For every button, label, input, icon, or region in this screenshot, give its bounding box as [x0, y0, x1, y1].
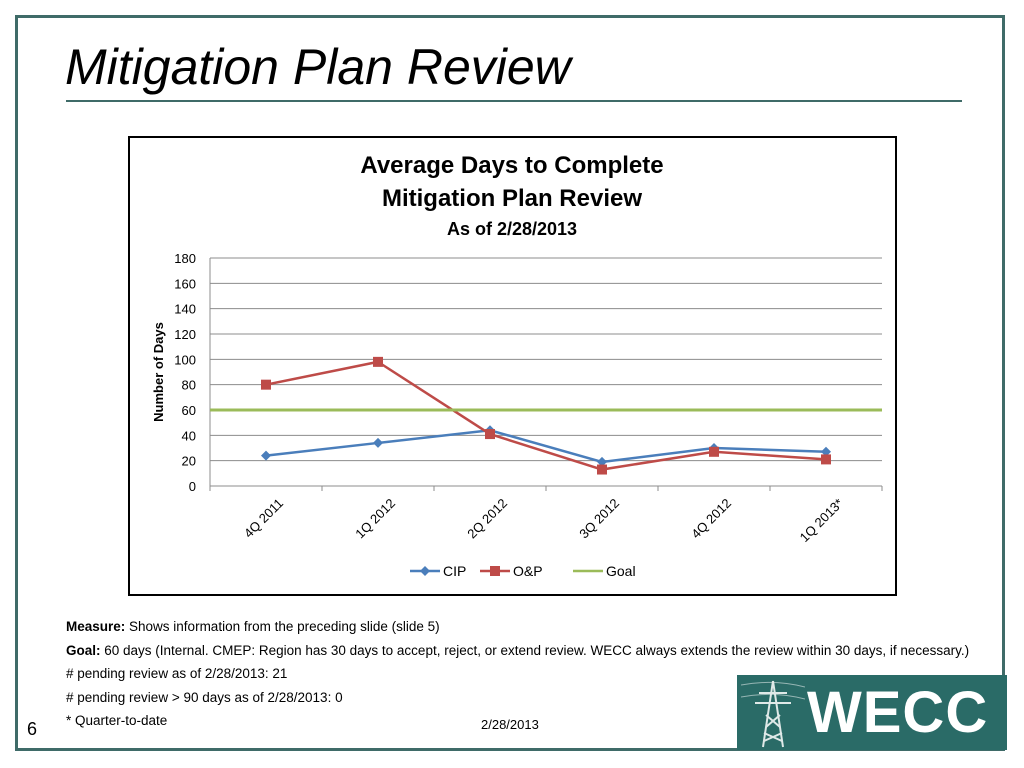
data-point-cip — [597, 456, 607, 467]
x-tick-label: 3Q 2012 — [576, 496, 622, 542]
data-point-o-p — [709, 446, 719, 457]
goal-label: Goal: — [66, 642, 101, 658]
y-axis-label: Number of Days — [151, 322, 166, 422]
footnote: * Quarter-to-date — [66, 713, 168, 729]
pending-90-note: # pending review > 90 days as of 2/28/20… — [66, 689, 343, 705]
x-tick-label: 4Q 2011 — [241, 496, 286, 541]
slide-number: 6 — [27, 719, 38, 739]
data-point-o-p — [261, 379, 271, 390]
data-point-o-p — [373, 356, 383, 367]
data-point-cip — [261, 450, 271, 461]
notes-block: Measure: Shows information from the prec… — [66, 617, 986, 735]
chart-subtitle: As of 2/28/2013 — [447, 219, 577, 239]
series-line-cip — [265, 428, 827, 464]
x-tick-label: 4Q 2012 — [688, 496, 734, 542]
legend-label-cip: CIP — [443, 563, 466, 579]
title-rule — [66, 100, 962, 102]
goal-text: 60 days (Internal. CMEP: Region has 30 d… — [100, 642, 970, 658]
transmission-tower-icon — [741, 680, 805, 748]
y-tick-label: 0 — [189, 479, 196, 494]
data-point-cip — [821, 446, 831, 457]
measure-label: Measure: — [66, 619, 126, 634]
y-tick-label: 40 — [182, 428, 196, 443]
measure-text: Shows information from the preceding sli… — [125, 619, 440, 634]
data-point-o-p — [597, 464, 607, 475]
line-chart: Average Days to Complete Mitigation Plan … — [151, 152, 883, 579]
data-point-cip — [373, 437, 383, 448]
y-tick-label: 140 — [174, 302, 196, 317]
y-tick-label: 180 — [174, 251, 196, 266]
legend-label-goal: Goal — [606, 563, 636, 579]
x-tick-label: 2Q 2012 — [464, 496, 510, 542]
goal-note: Goal: 60 days (Internal. CMEP: Region ha… — [66, 641, 986, 661]
slide-frame — [15, 15, 1005, 751]
y-tick-label: 80 — [182, 378, 196, 393]
chart-title-line-2: Mitigation Plan Review — [382, 185, 642, 212]
y-tick-label: 120 — [174, 327, 196, 342]
series-line-o-p — [265, 360, 827, 471]
y-tick-label: 60 — [182, 403, 196, 418]
data-point-o-p — [485, 429, 495, 440]
measure-note: Measure: Shows information from the prec… — [66, 617, 986, 637]
x-tick-label: 1Q 2012 — [352, 496, 398, 542]
data-point-o-p — [821, 454, 831, 465]
legend-label-o-p: O&P — [513, 563, 543, 579]
footer-date: 2/28/2013 — [481, 717, 539, 732]
chart-container: Average Days to Complete Mitigation Plan … — [128, 136, 897, 596]
slide-title: Mitigation Plan Review — [65, 39, 571, 95]
legend-marker-o-p — [490, 566, 500, 576]
y-tick-label: 20 — [182, 454, 196, 469]
wecc-logo: WECC — [737, 675, 1007, 750]
logo-text: WECC — [807, 680, 989, 745]
pending-note: # pending review as of 2/28/2013: 21 — [66, 666, 288, 682]
chart-title-line-1: Average Days to Complete — [360, 152, 663, 179]
legend-marker-cip — [420, 566, 430, 576]
y-tick-label: 100 — [174, 352, 196, 367]
x-tick-label: 1Q 2013* — [797, 496, 846, 545]
y-tick-label: 160 — [174, 276, 196, 291]
